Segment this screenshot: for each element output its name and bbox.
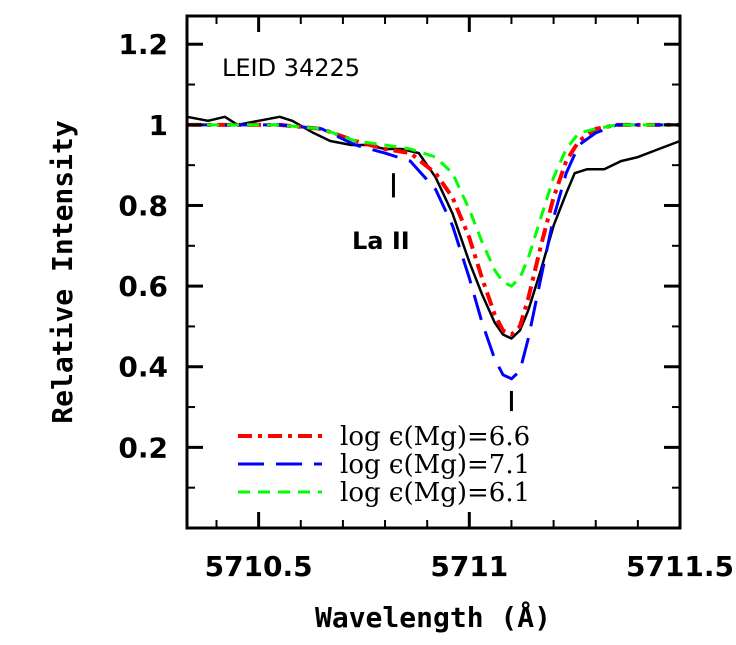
- y-axis-title: Relative Intensity: [46, 120, 79, 424]
- line-markers: [391, 173, 513, 412]
- y-tick-label: 1.2: [118, 28, 168, 61]
- series-line-1: [187, 122, 680, 337]
- legend-label-0: log ϵ(Mg)=6.6: [340, 422, 530, 452]
- series-line-2: [187, 123, 680, 381]
- y-tick-label: 1: [149, 109, 168, 142]
- legend-label-1: log ϵ(Mg)=7.1: [340, 450, 530, 480]
- series-layer: [186, 115, 681, 381]
- line-marker-label: La II: [352, 227, 410, 255]
- y-tick-label: 0.6: [118, 270, 168, 303]
- series-line-0: [186, 115, 681, 340]
- legend-label-2: log ϵ(Mg)=6.1: [340, 478, 530, 508]
- y-tick-label: 0.8: [118, 189, 168, 222]
- x-axis-title: Wavelength (Å): [315, 600, 551, 634]
- x-tick-label: 5710.5: [205, 550, 313, 583]
- y-tick-label: 0.2: [118, 431, 168, 464]
- x-tick-label: 5711: [430, 550, 508, 583]
- plot-frame: [185, 14, 682, 530]
- ticks-layer: 5710.5 5711 5711.5 0.2 0.4 0.6 0.8 1 1.2: [118, 16, 734, 583]
- object-label: LEID 34225: [222, 54, 360, 82]
- y-tick-label: 0.4: [118, 351, 168, 384]
- series-line-3: [187, 123, 680, 288]
- x-tick-label: 5711.5: [626, 550, 734, 583]
